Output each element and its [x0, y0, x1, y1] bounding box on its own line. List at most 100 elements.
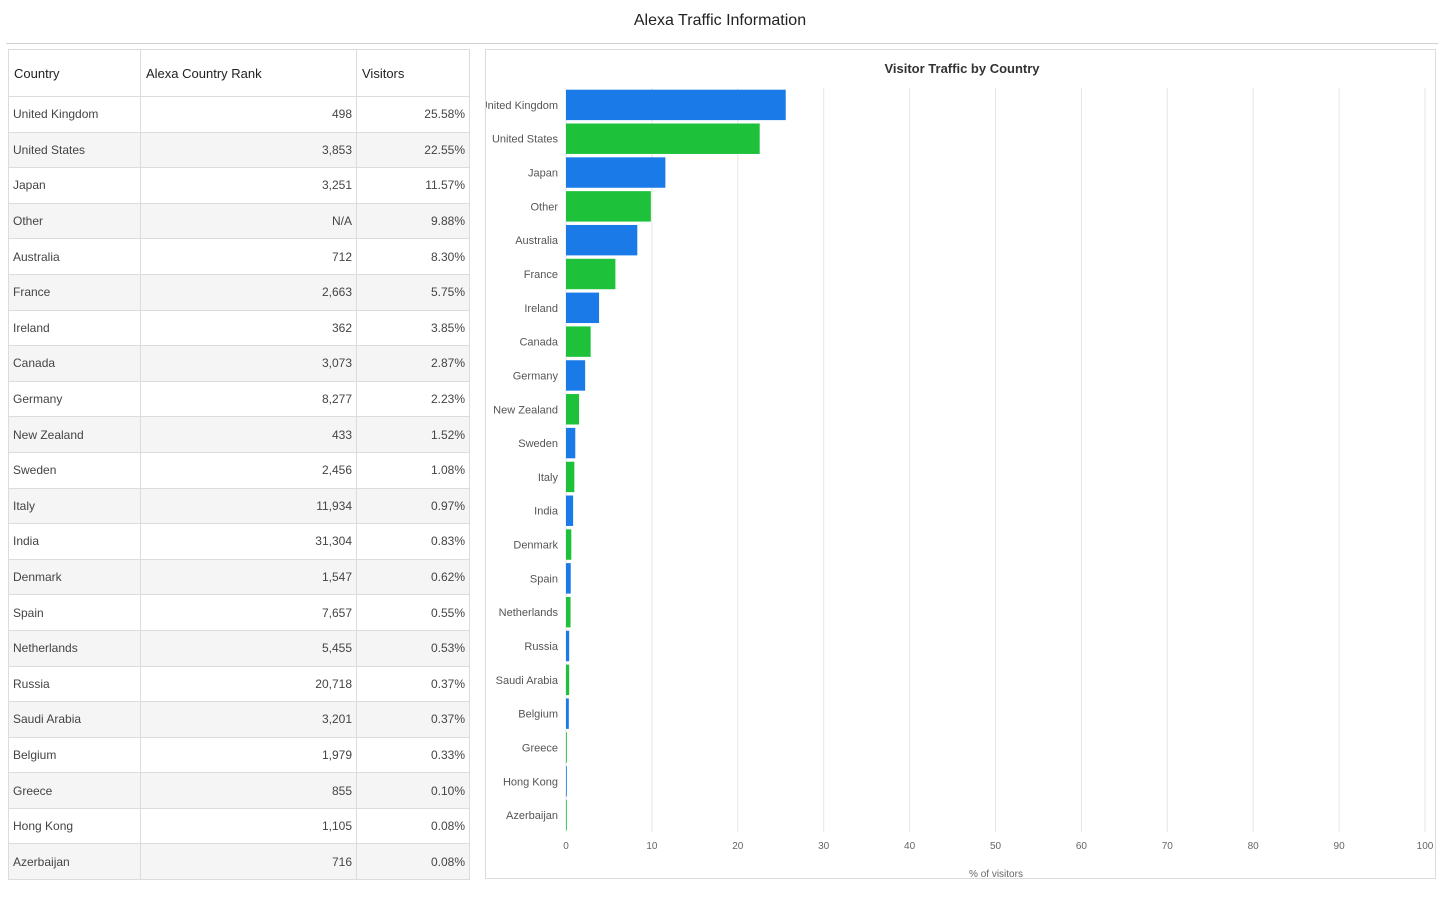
category-label: India: [534, 506, 559, 518]
bar-new-zealand[interactable]: [566, 394, 580, 425]
bar-germany[interactable]: [566, 360, 586, 391]
cell-country: Other: [8, 202, 141, 240]
cell-country: Belgium: [8, 736, 141, 774]
category-label: Netherlands: [499, 607, 559, 619]
category-label: United States: [492, 134, 559, 146]
table-row: United States 3,853 22.55%: [8, 131, 470, 169]
cell-rank: 3,073: [140, 345, 357, 382]
bar-france[interactable]: [566, 258, 616, 290]
x-tick-label: 80: [1248, 841, 1260, 852]
cell-rank: 20,718: [140, 665, 357, 703]
bar-united-states[interactable]: [566, 123, 760, 154]
table-row: Germany 8,277 2.23%: [8, 380, 470, 418]
cell-visitors: 22.55%: [356, 131, 470, 169]
cell-country: Saudi Arabia: [8, 701, 141, 738]
bar-denmark[interactable]: [566, 529, 572, 560]
cell-visitors: 0.37%: [356, 701, 470, 738]
category-label: Azerbaijan: [506, 810, 558, 822]
bar-greece[interactable]: [566, 732, 567, 763]
x-tick-label: 40: [904, 841, 916, 852]
table-row: Azerbaijan 716 0.08%: [8, 843, 470, 881]
bar-japan[interactable]: [566, 157, 666, 188]
bar-other[interactable]: [566, 191, 651, 222]
table-header-row: Country Alexa Country Rank Visitors: [8, 49, 470, 97]
table-row: Sweden 2,456 1.08%: [8, 451, 470, 489]
bar-united-kingdom[interactable]: [566, 89, 786, 121]
category-label: Canada: [519, 337, 558, 349]
category-label: Germany: [513, 370, 559, 382]
bar-russia[interactable]: [566, 630, 570, 662]
cell-rank: 712: [140, 238, 357, 275]
bar-sweden[interactable]: [566, 427, 576, 459]
table-row: Hong Kong 1,105 0.08%: [8, 807, 470, 845]
bar-canada[interactable]: [566, 326, 591, 357]
category-label: Denmark: [513, 540, 558, 552]
cell-country: France: [8, 273, 141, 311]
table-row: Denmark 1,547 0.62%: [8, 558, 470, 596]
cell-rank: 31,304: [140, 523, 357, 560]
table-row: Russia 20,718 0.37%: [8, 665, 470, 703]
column-header-rank[interactable]: Alexa Country Rank: [140, 49, 357, 97]
bar-saudi-arabia[interactable]: [566, 664, 570, 696]
x-tick-label: 30: [818, 841, 830, 852]
bar-netherlands[interactable]: [566, 596, 571, 628]
category-label: Saudi Arabia: [496, 675, 559, 687]
cell-visitors: 2.23%: [356, 380, 470, 418]
bar-belgium[interactable]: [566, 698, 569, 729]
bar-ireland[interactable]: [566, 292, 600, 324]
cell-rank: 716: [140, 843, 357, 881]
cell-rank: 1,979: [140, 736, 357, 774]
bar-azerbaijan[interactable]: [566, 799, 567, 831]
cell-visitors: 0.10%: [356, 772, 470, 809]
bar-australia[interactable]: [566, 224, 638, 256]
category-label: Italy: [538, 472, 559, 484]
x-tick-label: 20: [732, 841, 744, 852]
cell-visitors: 0.37%: [356, 665, 470, 703]
category-label: France: [524, 269, 558, 281]
x-tick-label: 0: [563, 841, 569, 852]
cell-visitors: 5.75%: [356, 273, 470, 311]
bar-india[interactable]: [566, 495, 574, 526]
cell-rank: 362: [140, 309, 357, 347]
table-row: Other N/A 9.88%: [8, 202, 470, 240]
table-row: France 2,663 5.75%: [8, 273, 470, 311]
chart-title: Visitor Traffic by Country: [884, 61, 1040, 76]
cell-rank: 7,657: [140, 594, 357, 631]
cell-country: Denmark: [8, 558, 141, 596]
cell-visitors: 1.08%: [356, 451, 470, 489]
table-row: Canada 3,073 2.87%: [8, 345, 470, 382]
bar-italy[interactable]: [566, 461, 575, 493]
category-label: Hong Kong: [503, 776, 558, 788]
cell-country: Greece: [8, 772, 141, 809]
category-label: New Zealand: [493, 404, 558, 416]
cell-visitors: 11.57%: [356, 167, 470, 204]
page-title: Alexa Traffic Information: [633, 12, 807, 29]
cell-visitors: 0.53%: [356, 629, 470, 667]
x-axis-title: % of visitors: [969, 869, 1023, 880]
cell-country: India: [8, 523, 141, 560]
chart-bars: [566, 89, 786, 831]
column-header-country[interactable]: Country: [8, 49, 141, 97]
table-row: New Zealand 433 1.52%: [8, 416, 470, 453]
x-tick-label: 10: [646, 841, 658, 852]
cell-rank: 2,663: [140, 273, 357, 311]
column-header-visitors[interactable]: Visitors: [356, 49, 470, 97]
cell-visitors: 3.85%: [356, 309, 470, 347]
cell-rank: 433: [140, 416, 357, 453]
category-label: Sweden: [518, 438, 558, 450]
category-label: Ireland: [524, 303, 558, 315]
chart-panel: Visitor Traffic by Country United Kingdo…: [485, 49, 1436, 880]
cell-rank: 3,201: [140, 701, 357, 738]
cell-country: Canada: [8, 345, 141, 382]
category-label: Russia: [524, 641, 559, 653]
cell-visitors: 1.52%: [356, 416, 470, 453]
cell-rank: 1,105: [140, 807, 357, 845]
cell-visitors: 0.97%: [356, 487, 470, 525]
cell-visitors: 0.83%: [356, 523, 470, 560]
category-label: Greece: [522, 742, 558, 754]
bar-hong-kong[interactable]: [566, 766, 567, 797]
cell-country: Italy: [8, 487, 141, 525]
bar-spain[interactable]: [566, 563, 571, 594]
category-label: Other: [530, 201, 558, 213]
traffic-table: Country Alexa Country Rank Visitors Unit…: [8, 49, 470, 881]
